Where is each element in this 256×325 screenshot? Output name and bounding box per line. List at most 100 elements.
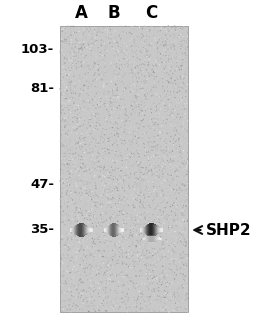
Point — [85, 112, 89, 118]
Point — [182, 219, 186, 224]
Point — [136, 86, 140, 91]
Point — [89, 301, 93, 306]
Point — [84, 169, 88, 174]
Point — [144, 150, 148, 155]
Point — [135, 181, 139, 186]
Point — [71, 176, 75, 181]
Point — [120, 158, 124, 163]
Point — [96, 272, 100, 277]
Point — [125, 164, 129, 170]
Point — [124, 249, 129, 254]
Point — [167, 230, 171, 235]
Point — [169, 302, 174, 307]
Point — [90, 207, 94, 213]
Point — [128, 279, 132, 284]
Point — [96, 62, 100, 67]
Point — [147, 54, 152, 59]
Point — [119, 304, 123, 309]
Point — [114, 37, 118, 43]
Point — [81, 107, 85, 112]
Point — [143, 80, 147, 85]
Point — [154, 146, 158, 151]
Point — [107, 147, 111, 152]
Point — [66, 264, 70, 269]
Point — [116, 190, 120, 195]
Point — [78, 262, 82, 267]
Point — [92, 307, 96, 312]
Point — [101, 164, 105, 170]
Point — [89, 133, 93, 138]
Point — [67, 60, 71, 65]
Point — [102, 248, 106, 254]
Point — [163, 206, 167, 211]
Point — [88, 158, 92, 163]
Point — [95, 240, 99, 245]
Point — [147, 45, 151, 50]
Point — [150, 72, 154, 78]
Point — [181, 134, 185, 139]
Point — [142, 209, 146, 215]
Point — [73, 200, 78, 205]
Point — [105, 308, 109, 314]
Point — [145, 261, 149, 266]
Point — [170, 186, 174, 191]
Point — [106, 258, 110, 263]
Point — [138, 268, 143, 273]
Point — [137, 242, 141, 248]
Point — [154, 164, 158, 169]
Text: 103-: 103- — [21, 43, 54, 56]
Point — [80, 115, 84, 120]
Point — [126, 170, 130, 176]
Point — [183, 127, 187, 132]
Point — [67, 302, 71, 307]
Point — [132, 59, 136, 64]
Point — [77, 83, 81, 88]
Point — [168, 36, 172, 42]
Point — [120, 225, 124, 230]
Point — [168, 215, 173, 221]
Point — [158, 284, 162, 290]
Point — [182, 75, 186, 80]
Point — [61, 117, 65, 123]
Point — [106, 36, 110, 41]
Point — [90, 189, 94, 194]
Point — [121, 92, 125, 98]
Point — [115, 175, 119, 180]
Point — [163, 215, 167, 221]
Point — [150, 63, 154, 68]
Point — [86, 277, 90, 282]
Point — [180, 38, 184, 44]
Point — [62, 56, 67, 61]
Point — [161, 166, 165, 171]
Point — [89, 206, 93, 211]
Point — [173, 308, 177, 314]
Point — [172, 276, 176, 281]
Point — [91, 39, 95, 44]
Point — [96, 29, 100, 34]
Point — [142, 227, 146, 232]
Point — [180, 34, 184, 40]
Point — [145, 185, 149, 190]
Point — [89, 129, 93, 135]
Point — [131, 226, 135, 231]
Point — [93, 286, 97, 291]
Point — [176, 112, 180, 117]
Point — [75, 30, 79, 35]
Point — [132, 38, 136, 43]
Point — [132, 208, 136, 213]
Point — [168, 287, 173, 292]
Point — [77, 110, 81, 115]
Point — [87, 117, 91, 122]
Point — [89, 300, 93, 306]
Point — [120, 168, 124, 173]
Point — [68, 260, 72, 266]
Point — [100, 47, 104, 52]
Point — [109, 262, 113, 267]
Point — [73, 166, 77, 171]
Point — [174, 58, 178, 64]
Point — [59, 110, 63, 115]
Point — [85, 299, 89, 304]
Point — [168, 243, 172, 248]
Point — [137, 135, 141, 140]
Point — [174, 199, 178, 204]
